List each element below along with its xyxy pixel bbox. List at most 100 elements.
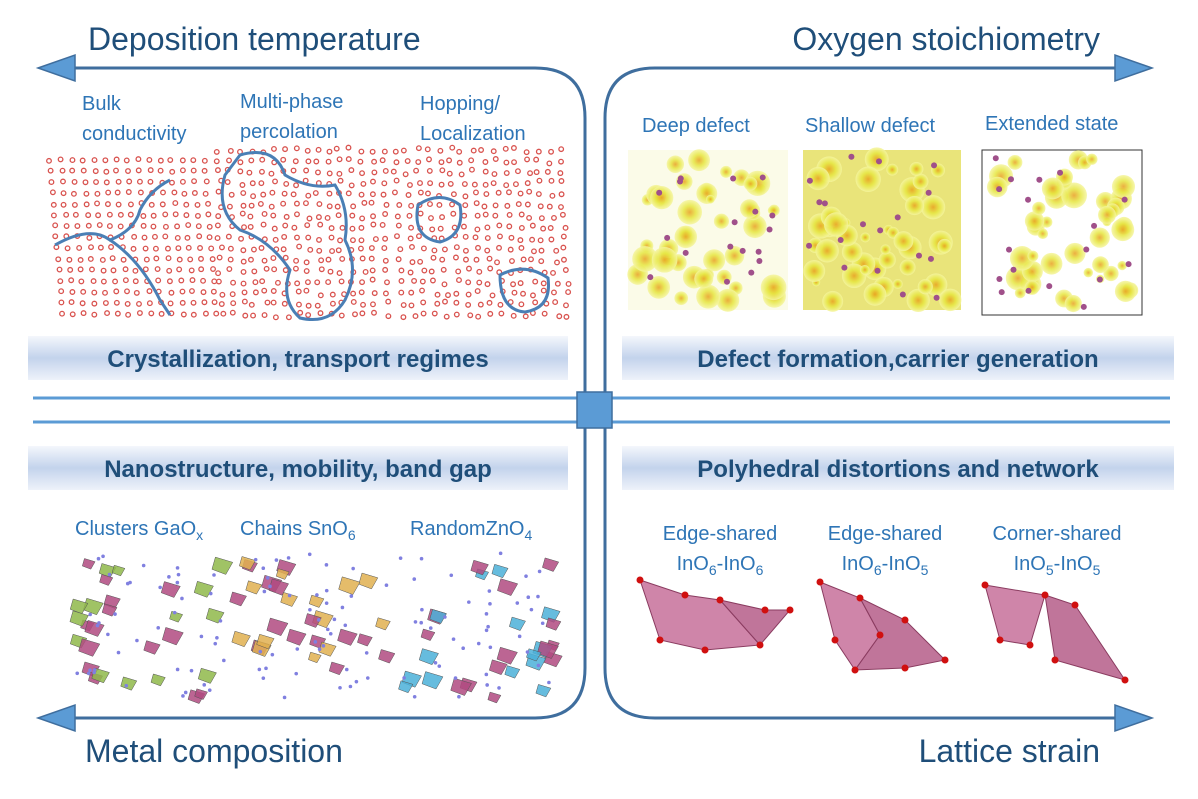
atom (174, 234, 181, 241)
atom (125, 311, 132, 318)
atom (461, 181, 468, 187)
polyhedron (497, 578, 519, 596)
atom (859, 221, 866, 228)
atom (214, 167, 221, 174)
polyhedron (160, 581, 181, 598)
atom (157, 167, 164, 174)
atom (215, 278, 222, 285)
atom (307, 246, 314, 253)
atom (303, 268, 310, 275)
polyhedron (375, 617, 391, 631)
atom (337, 177, 344, 184)
percolation-path (54, 178, 171, 247)
polyhedron (421, 671, 444, 690)
atom (251, 268, 258, 275)
polyhedron (78, 638, 101, 657)
oxygen-atom (656, 636, 664, 644)
atom (218, 301, 225, 307)
atom (492, 202, 499, 209)
atom (394, 233, 400, 240)
atom (181, 190, 188, 197)
atom (143, 256, 150, 263)
atom (158, 310, 165, 317)
atom (397, 246, 404, 253)
atom (350, 203, 357, 210)
banner-bg (622, 336, 1174, 380)
atom (50, 212, 57, 219)
oxygen-atom (816, 578, 824, 586)
atom (91, 311, 98, 318)
atom (548, 236, 555, 243)
percolation-path (109, 238, 172, 316)
atom (396, 202, 403, 208)
atom (141, 563, 146, 568)
atom (352, 311, 358, 318)
atom (258, 245, 265, 251)
atom (334, 203, 341, 210)
atom (264, 299, 271, 306)
atom (546, 203, 553, 210)
atom (261, 257, 268, 264)
atom (313, 158, 320, 165)
isosurface-blob (815, 239, 839, 263)
atom (328, 225, 335, 232)
atom (169, 179, 175, 186)
atom (400, 314, 407, 321)
atom (260, 221, 267, 228)
atom (60, 190, 67, 197)
atom (324, 601, 329, 605)
atom (148, 201, 155, 208)
atom (456, 159, 463, 166)
axis-deposition-temperature: Deposition temperature (88, 21, 421, 57)
atom (1091, 222, 1098, 229)
atom (517, 280, 524, 287)
polyhedron (496, 646, 518, 665)
atom (215, 213, 222, 220)
atom (350, 299, 357, 305)
banner-bg (622, 446, 1174, 490)
polyhedron (357, 633, 373, 647)
atom (200, 277, 207, 284)
atom (547, 225, 554, 231)
isosurface-blob (694, 269, 714, 289)
atom (427, 201, 433, 208)
atom (96, 222, 103, 229)
atom (492, 156, 499, 162)
atom (425, 190, 431, 197)
atom (271, 225, 278, 232)
atom (531, 248, 537, 255)
atom (261, 312, 268, 319)
atom (292, 265, 299, 272)
atom (113, 299, 120, 306)
atom (755, 248, 762, 255)
atom (227, 147, 234, 154)
atom (296, 243, 303, 250)
atom (503, 182, 510, 189)
atom (248, 256, 254, 263)
isosurface-blob (878, 251, 896, 269)
atom (167, 157, 174, 163)
isosurface-blob (740, 199, 759, 219)
isosurface-blob (650, 186, 674, 210)
atom (466, 265, 472, 272)
atom (484, 224, 491, 231)
localization-boundary (415, 196, 463, 244)
atom (305, 192, 312, 199)
polyhedron (69, 610, 89, 627)
oxygen-atom (981, 581, 989, 589)
atom (562, 267, 569, 273)
atom (316, 201, 323, 207)
atom (402, 171, 409, 178)
atom (270, 255, 277, 262)
atom (91, 157, 98, 164)
atom (359, 310, 366, 317)
atom (460, 223, 467, 230)
isosurface-blob (886, 163, 899, 176)
atom (541, 310, 548, 317)
atom (395, 256, 402, 263)
isosurface-blob (716, 288, 740, 312)
atom (473, 200, 480, 207)
atom (315, 169, 321, 176)
atom (558, 191, 565, 198)
polyhedron (450, 677, 472, 696)
